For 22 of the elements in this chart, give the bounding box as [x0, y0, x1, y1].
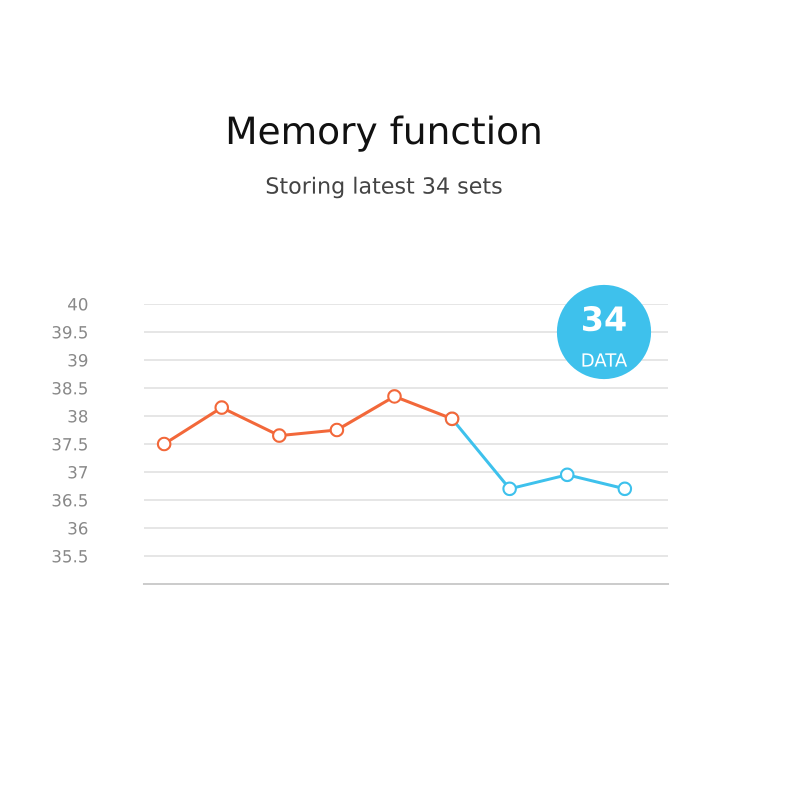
y-tick-label: 36.5: [52, 494, 87, 507]
chart-title: Memory function: [228, 116, 540, 152]
y-tick-label: 40: [68, 298, 88, 311]
point: [560, 468, 575, 482]
y-tick-label: 37.5: [52, 438, 87, 451]
y-tick-label: 39: [68, 354, 88, 367]
y-tick-label: 35.5: [52, 550, 87, 563]
chart-subtitle: Storing latest 34 sets: [266, 176, 502, 198]
y-tick-label: 38: [68, 410, 88, 423]
point: [387, 389, 402, 404]
y-tick-label: 37: [68, 466, 88, 479]
annotation: 34: [583, 306, 626, 332]
point: [618, 482, 632, 496]
point: [330, 422, 344, 438]
point: [214, 400, 230, 415]
point: [156, 436, 172, 452]
point: [502, 482, 517, 496]
y-tick-label: 38.5: [52, 382, 87, 395]
y-tick-label: 39.5: [52, 326, 87, 339]
y-tick-label: 36: [68, 522, 88, 535]
point: [272, 428, 287, 443]
annotation: DATA: [582, 353, 628, 367]
